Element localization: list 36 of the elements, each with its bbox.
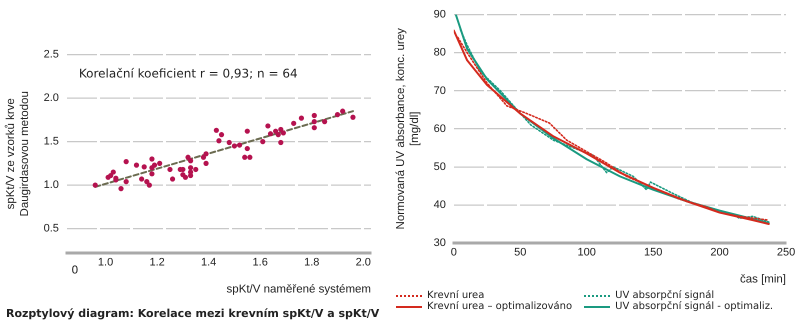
x-tick-label: 0 [450,246,457,259]
text: Daugirdasovou metodou [18,91,31,216]
y-tick-label: 90 [434,8,446,21]
x-tick-label: 50 [514,246,526,259]
x-tick-label: 2.0 [356,256,371,269]
y-tick-label: 60 [434,122,446,135]
x-axis-title: čas [min] [740,273,786,286]
legend-label: UV absorpční signál - optimaliz. [615,301,774,312]
legend-label: Krevní urea – optimalizováno [427,301,572,312]
x-tick-label: 1.6 [252,256,268,269]
y-tick-label: 70 [434,84,446,97]
legend-label: Krevní urea [427,290,484,301]
y-tick-label: 50 [434,160,446,173]
text: [mg/dl] [408,112,421,146]
x-tick-label: 100 [578,246,596,259]
x-tick-label: 1.4 [200,256,216,269]
y-tick-label: 2.0 [44,92,59,104]
y-tick-label: 1.0 [44,179,59,192]
y-tick-label: 2.5 [44,48,59,61]
x-tick-label: 1.2 [149,256,165,269]
x-tick-label: 200 [710,246,729,259]
y-tick-label: 1.5 [44,136,59,148]
text: Normovaná UV absorbance, konc. urey [395,28,408,230]
x-tick-label: 1.8 [304,256,320,269]
x-axis-title: spKt/V naměřené systémem [226,283,371,296]
x-tick-label: 1.0 [98,256,114,269]
text: spKt/V ze vzorků krve [5,98,18,210]
legend-label: UV absorpční signál [615,290,714,301]
y-tick-label: 30 [434,237,446,250]
annotation: Korelační koeficient r = 0,93; n = 64 [78,66,298,81]
text: Rozptylový diagram: Korelace mezi krevním spKt/V a spKt/V [6,307,380,320]
y-tick-label: 80 [434,46,446,59]
y-tick-label: 0.5 [44,222,59,235]
y-tick-label: 40 [434,198,446,211]
x-tick-label: 150 [644,246,662,259]
x-tick-label: 250 [776,246,796,259]
